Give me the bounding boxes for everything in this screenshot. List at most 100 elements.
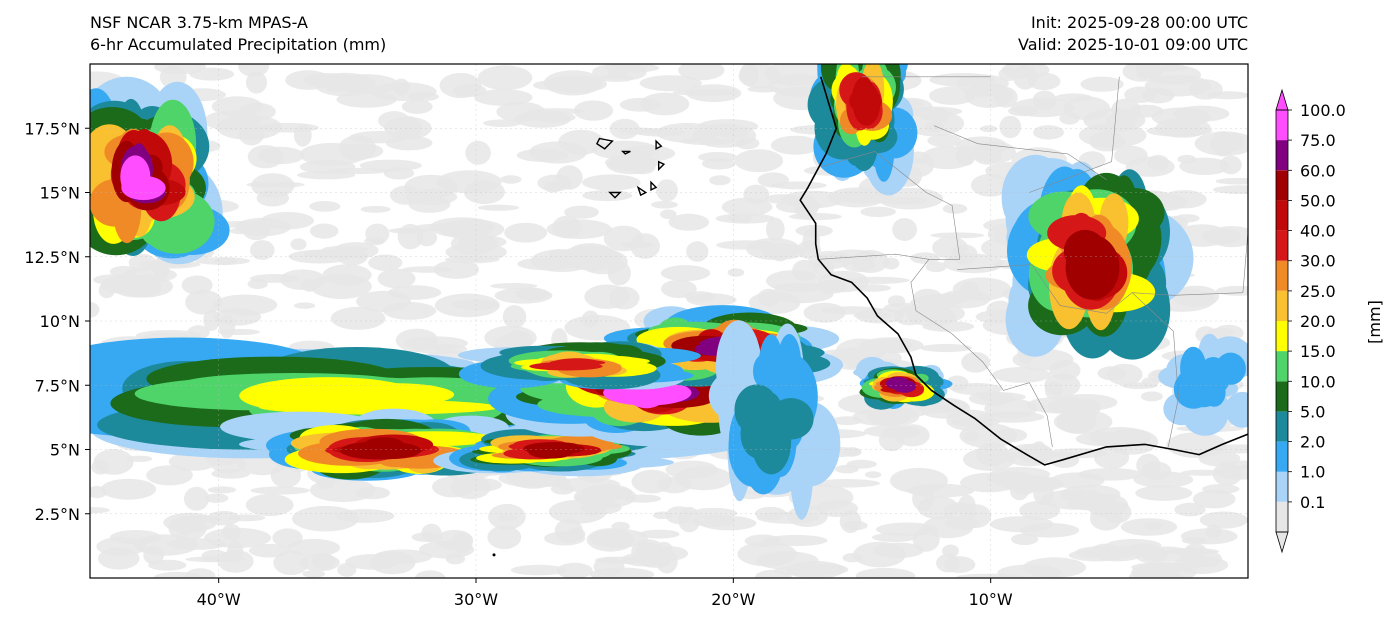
longitude-axis: 40°W 30°W 20°W 10°W <box>197 578 1013 609</box>
haze-patch <box>989 467 1051 482</box>
haze-patch <box>651 200 678 209</box>
country-border <box>910 259 984 363</box>
haze-patch <box>1215 177 1248 185</box>
precip-blob <box>777 334 802 396</box>
haze-patch <box>135 274 165 283</box>
haze-patch <box>238 122 265 146</box>
haze-patch <box>1135 485 1193 501</box>
colorbar-label: 25.0 <box>1300 282 1336 301</box>
island-outline <box>608 191 622 199</box>
haze-patch <box>735 137 760 150</box>
haze-patch <box>543 181 562 193</box>
haze-patch <box>892 218 917 241</box>
haze-patch <box>245 493 294 517</box>
haze-patch <box>401 99 433 114</box>
haze-patch <box>558 129 605 155</box>
haze-patch <box>246 181 305 188</box>
precip-blob <box>528 444 574 459</box>
precip-feature <box>90 76 230 265</box>
precip-blob <box>339 441 422 460</box>
haze-patch <box>929 86 975 105</box>
haze-patch <box>817 279 847 294</box>
haze-patch <box>943 253 1004 274</box>
gridlines <box>90 64 1248 578</box>
haze-patch <box>1011 478 1038 495</box>
haze-patch <box>302 73 353 88</box>
haze-patch <box>433 260 480 279</box>
haze-patch <box>839 509 862 534</box>
haze-patch <box>1143 522 1164 530</box>
haze-patch <box>343 143 384 159</box>
precip-feature <box>433 421 674 477</box>
haze-patch <box>287 538 341 557</box>
haze-patch <box>592 64 630 80</box>
haze-patch <box>322 264 372 286</box>
haze-patch <box>152 256 170 280</box>
precip-feature <box>708 320 841 520</box>
haze-patch <box>764 194 801 204</box>
haze-patch <box>530 249 593 273</box>
island-outline <box>595 137 614 150</box>
haze-patch <box>573 100 614 121</box>
haze-patch <box>1107 363 1143 386</box>
haze-patch <box>432 476 474 498</box>
haze-patch <box>980 125 998 133</box>
haze-patch <box>490 283 538 289</box>
lon-tick-label: 30°W <box>454 590 498 609</box>
haze-patch <box>593 556 625 577</box>
colorbar-segment <box>1276 230 1288 261</box>
haze-patch <box>474 89 533 106</box>
haze-patch <box>679 137 734 145</box>
haze-patch <box>335 509 395 523</box>
lat-tick-label: 15°N <box>40 184 80 203</box>
haze-patch <box>1140 391 1163 402</box>
haze-patch <box>709 175 731 186</box>
latitude-axis: 2.5°N 5°N 7.5°N 10°N 12.5°N 15°N 17.5°N <box>24 119 90 524</box>
precip-blob <box>120 155 151 198</box>
colorbar-segment <box>1276 501 1288 532</box>
haze-patch <box>686 293 737 307</box>
haze-patch <box>1177 154 1196 164</box>
haze-patch <box>945 516 980 530</box>
haze-patch <box>383 302 437 320</box>
map-title-left: NSF NCAR 3.75-km MPAS-A 6-hr Accumulated… <box>90 12 386 56</box>
haze-patch <box>465 140 491 165</box>
haze-patch <box>629 160 656 175</box>
colorbar-segment <box>1276 170 1288 201</box>
colorbar-label: 1.0 <box>1300 463 1325 482</box>
haze-patch <box>952 277 1011 301</box>
haze-patch <box>250 486 310 495</box>
haze-patch <box>360 205 391 213</box>
haze-patch <box>999 115 1022 139</box>
haze-patch <box>1033 125 1064 140</box>
haze-patch <box>620 241 655 248</box>
precip-blob <box>768 398 814 440</box>
haze-patch <box>1134 546 1168 564</box>
haze-patch <box>500 175 522 184</box>
precip-blob <box>1074 237 1101 280</box>
haze-patch <box>368 254 403 271</box>
haze-patch <box>179 515 222 523</box>
haze-patch <box>544 531 586 546</box>
haze-patch <box>912 527 940 552</box>
country-border <box>1029 382 1053 447</box>
haze-patch <box>889 467 948 494</box>
haze-patch <box>871 532 918 543</box>
haze-patch <box>90 486 107 499</box>
haze-patch <box>878 429 905 452</box>
haze-patch <box>1207 226 1248 248</box>
haze-patch <box>206 511 241 526</box>
haze-patch <box>928 107 949 124</box>
haze-patch <box>946 375 969 392</box>
haze-patch <box>290 238 307 251</box>
haze-patch <box>920 343 972 353</box>
haze-patch <box>402 266 453 273</box>
haze-patch <box>217 328 261 336</box>
haze-patch <box>660 209 677 220</box>
country-borders <box>818 76 1248 447</box>
haze-patch <box>994 87 1018 108</box>
haze-patch <box>477 65 533 91</box>
haze-patch <box>168 516 207 541</box>
haze-patch <box>904 110 965 137</box>
